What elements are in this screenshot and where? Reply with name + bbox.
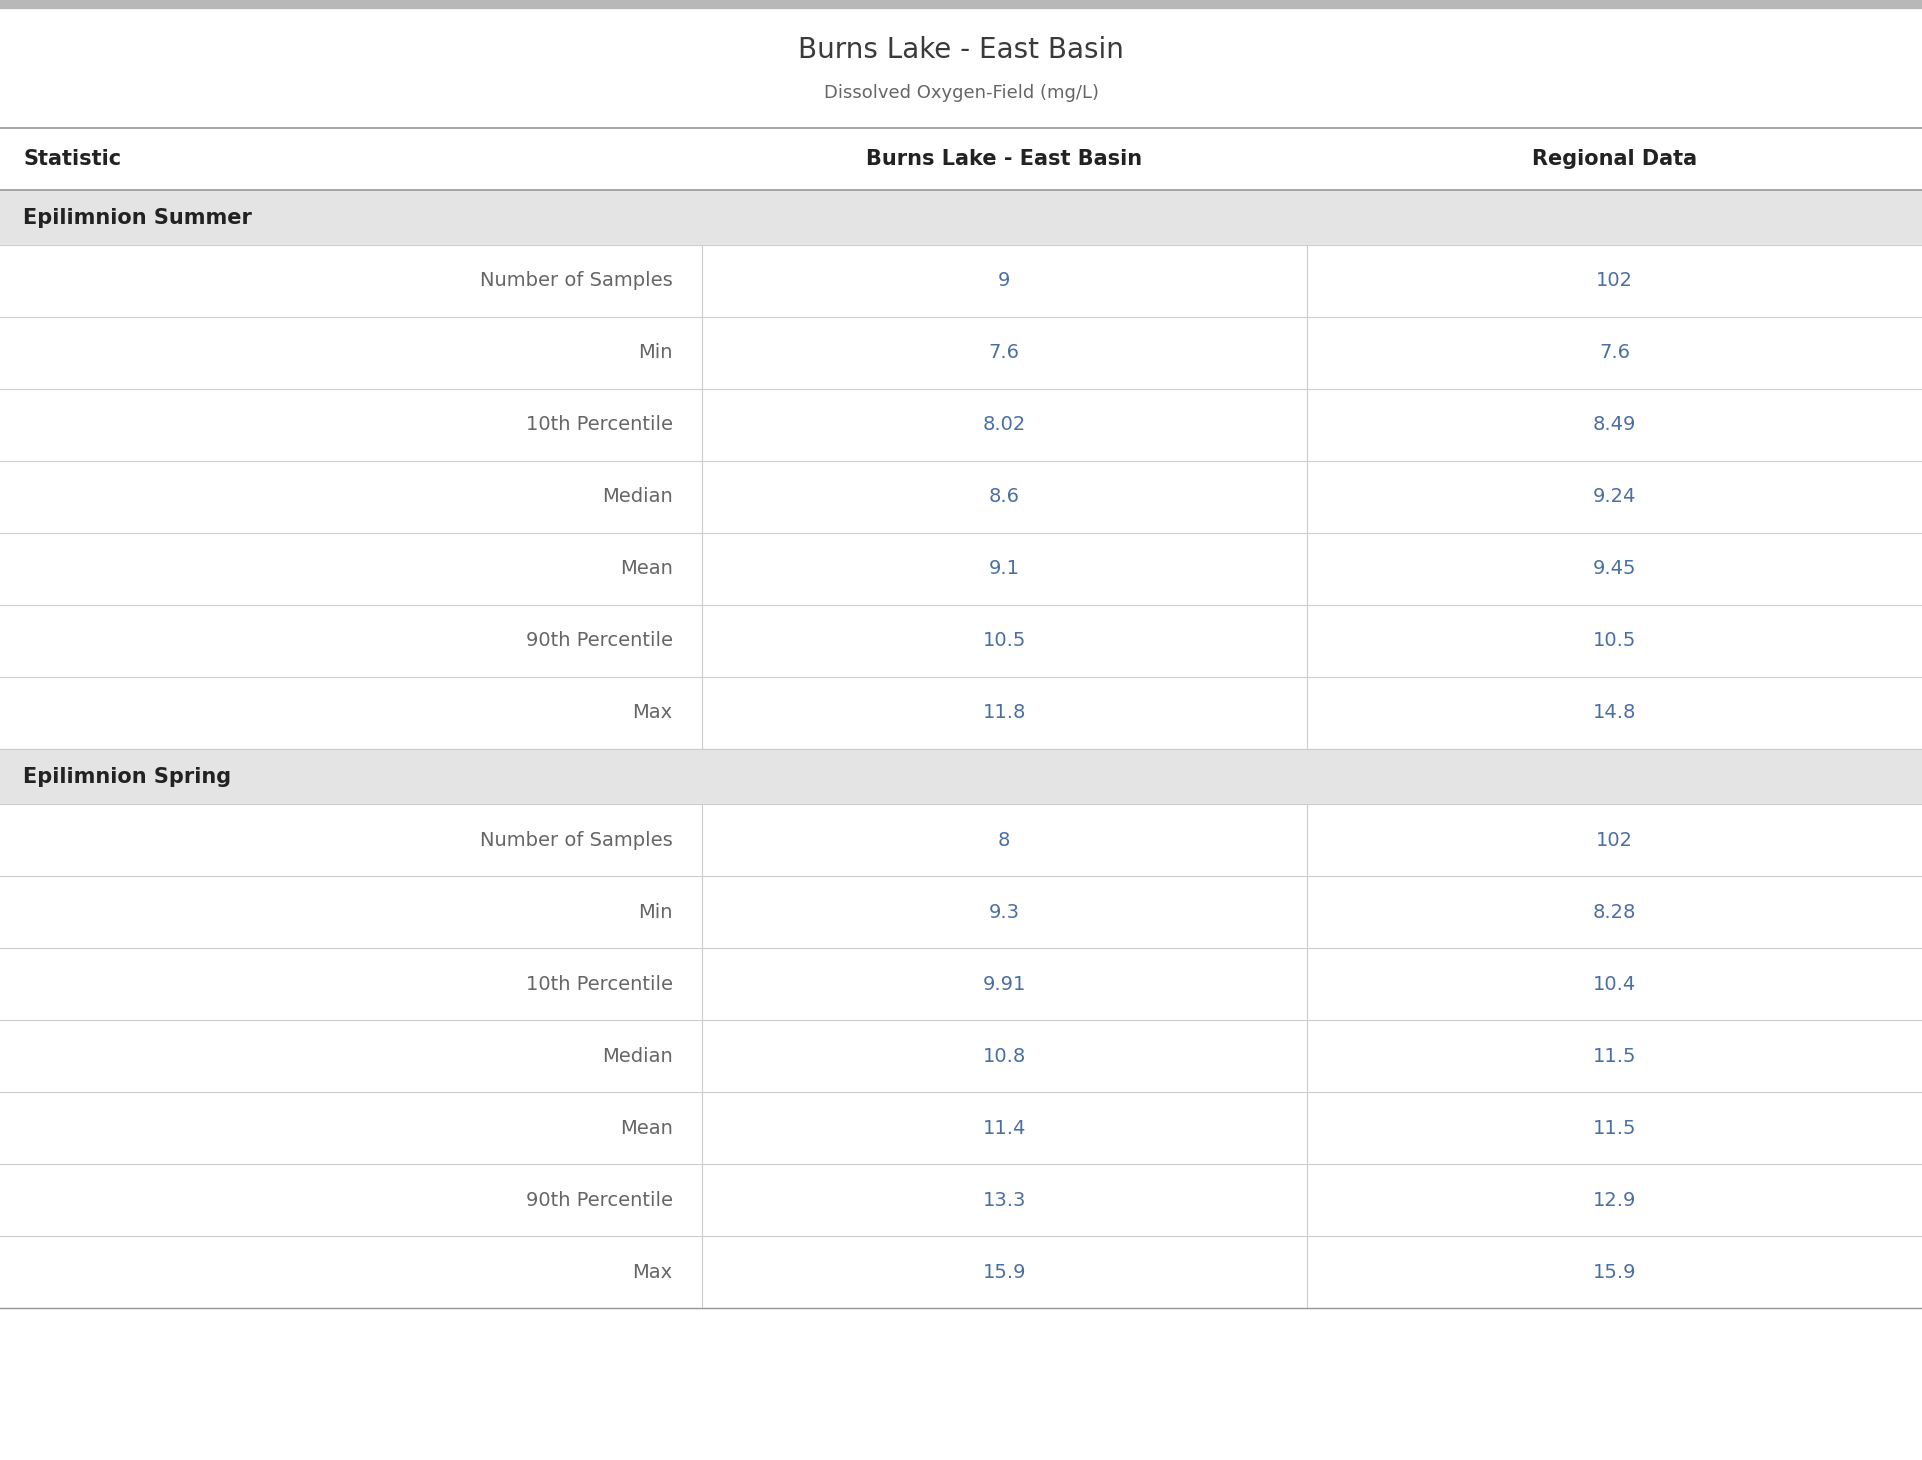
Text: Mean: Mean (619, 1118, 673, 1137)
Text: Mean: Mean (619, 559, 673, 578)
Text: Regional Data: Regional Data (1532, 149, 1697, 169)
Bar (0, 317, 1922, 388)
Text: Epilimnion Summer: Epilimnion Summer (23, 207, 252, 228)
Text: 8.49: 8.49 (1593, 416, 1636, 435)
Text: 10.5: 10.5 (982, 632, 1026, 651)
Text: Dissolved Oxygen-Field (mg/L): Dissolved Oxygen-Field (mg/L) (823, 85, 1099, 102)
Text: 10.8: 10.8 (982, 1047, 1026, 1066)
Text: 11.5: 11.5 (1593, 1047, 1636, 1066)
Text: Min: Min (638, 902, 673, 921)
Text: 8.6: 8.6 (988, 488, 1021, 507)
Text: Epilimnion Spring: Epilimnion Spring (23, 766, 231, 787)
Text: 10.4: 10.4 (1593, 974, 1636, 993)
Text: 7.6: 7.6 (988, 343, 1021, 362)
Text: 13.3: 13.3 (982, 1190, 1026, 1209)
Text: 10.5: 10.5 (1593, 632, 1636, 651)
Text: 8.28: 8.28 (1593, 902, 1636, 921)
Text: 15.9: 15.9 (982, 1263, 1026, 1282)
Text: 9.24: 9.24 (1593, 488, 1636, 507)
Text: 90th Percentile: 90th Percentile (527, 1190, 673, 1209)
Bar (0, 876, 1922, 948)
Bar (0, 677, 1922, 749)
Text: 14.8: 14.8 (1593, 704, 1636, 723)
Text: 9.3: 9.3 (988, 902, 1021, 921)
Bar (0, 948, 1922, 1021)
Bar (0, 0, 1922, 7)
Text: 9.91: 9.91 (982, 974, 1026, 993)
Bar (0, 1164, 1922, 1237)
Bar (0, 804, 1922, 876)
Text: Number of Samples: Number of Samples (480, 272, 673, 291)
Text: Burns Lake - East Basin: Burns Lake - East Basin (867, 149, 1142, 169)
Bar (0, 388, 1922, 461)
Text: 11.5: 11.5 (1593, 1118, 1636, 1137)
Text: Median: Median (602, 1047, 673, 1066)
Bar (0, 749, 1922, 804)
Text: 8: 8 (998, 831, 1011, 850)
Text: 15.9: 15.9 (1593, 1263, 1636, 1282)
Bar (0, 1021, 1922, 1092)
Text: 8.02: 8.02 (982, 416, 1026, 435)
Text: 102: 102 (1595, 831, 1634, 850)
Text: 12.9: 12.9 (1593, 1190, 1636, 1209)
Bar (0, 461, 1922, 533)
Bar (0, 1092, 1922, 1164)
Text: Number of Samples: Number of Samples (480, 831, 673, 850)
Text: Max: Max (632, 1263, 673, 1282)
Text: Min: Min (638, 343, 673, 362)
Text: Max: Max (632, 704, 673, 723)
Bar (0, 245, 1922, 317)
Bar (0, 1237, 1922, 1308)
Text: Median: Median (602, 488, 673, 507)
Text: 9.1: 9.1 (988, 559, 1021, 578)
Text: 9.45: 9.45 (1593, 559, 1636, 578)
Text: Burns Lake - East Basin: Burns Lake - East Basin (798, 36, 1124, 64)
Text: 11.4: 11.4 (982, 1118, 1026, 1137)
Text: 11.8: 11.8 (982, 704, 1026, 723)
Bar (0, 128, 1922, 190)
Bar (0, 604, 1922, 677)
Text: 7.6: 7.6 (1599, 343, 1630, 362)
Text: 9: 9 (998, 272, 1011, 291)
Bar (0, 533, 1922, 604)
Text: 10th Percentile: 10th Percentile (527, 416, 673, 435)
Text: 90th Percentile: 90th Percentile (527, 632, 673, 651)
Text: 102: 102 (1595, 272, 1634, 291)
Bar (0, 190, 1922, 245)
Text: 10th Percentile: 10th Percentile (527, 974, 673, 993)
Text: Statistic: Statistic (23, 149, 121, 169)
